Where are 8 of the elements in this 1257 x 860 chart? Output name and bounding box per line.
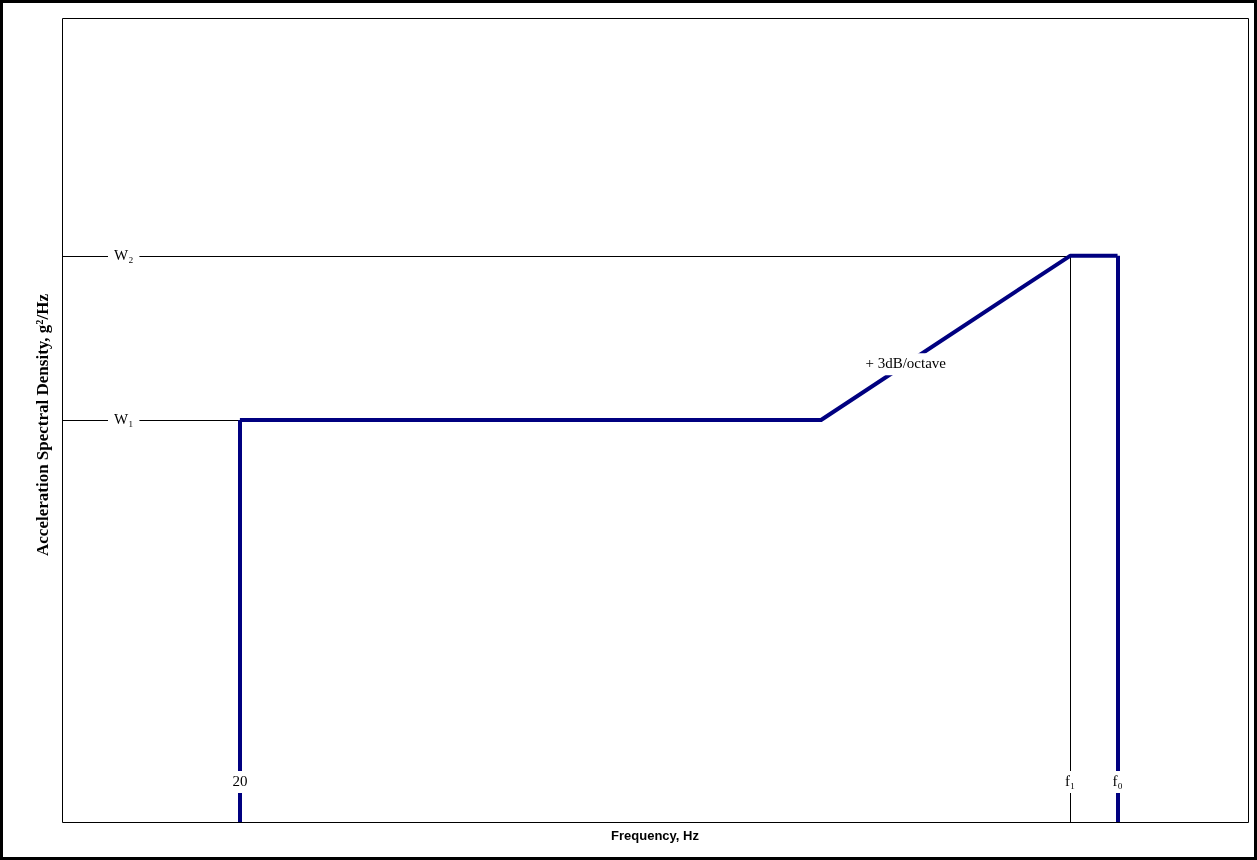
x-tick-label: f₀ <box>1112 772 1123 789</box>
x-tick-label: f₁ <box>1064 772 1076 789</box>
ref-line-label: W₁ <box>114 410 134 427</box>
y-axis-title: Acceleration Spectral Density, g²/Hz <box>33 293 53 556</box>
annotation: + 3dB/octave <box>865 355 947 372</box>
ref-line-label: W₂ <box>114 246 134 263</box>
x-tick-label: 20 <box>232 772 248 789</box>
x-axis-title: Frequency, Hz <box>611 827 700 843</box>
